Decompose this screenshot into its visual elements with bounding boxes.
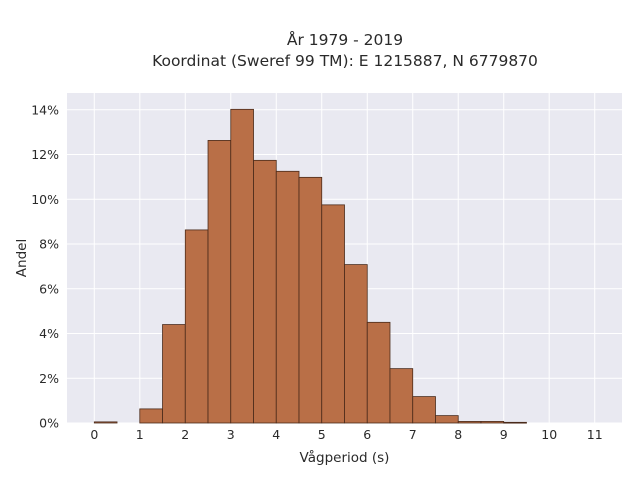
y-tick-label-6: 12% [31, 147, 59, 162]
y-tick-labels: 0% 2% 4% 6% 8% 10% 12% 14% [31, 102, 59, 430]
x-tick-label-6: 6 [363, 427, 371, 442]
x-tick-label-4: 4 [272, 427, 280, 442]
x-axis-label: Vågperiod (s) [300, 449, 390, 466]
x-tick-label-0: 0 [90, 427, 98, 442]
x-tick-labels: 0 1 2 3 4 5 6 7 8 9 10 11 [90, 427, 602, 442]
histogram-bar-10 [321, 204, 345, 424]
x-tick-label-10: 10 [541, 427, 557, 442]
histogram-bar-11 [344, 264, 368, 424]
histogram-bar-6 [230, 108, 254, 424]
histogram-bar-0 [93, 421, 118, 424]
x-tick-label-5: 5 [318, 427, 326, 442]
histogram-bar-12 [366, 321, 391, 424]
x-tick-label-11: 11 [587, 427, 603, 442]
histogram-bars [93, 108, 527, 424]
histogram-bar-3 [162, 324, 186, 424]
histogram-bar-14 [412, 396, 436, 424]
x-tick-label-7: 7 [409, 427, 417, 442]
histogram-bar-17 [480, 421, 505, 424]
x-tick-label-3: 3 [227, 427, 235, 442]
chart-title-line-1: År 1979 - 2019 [287, 30, 403, 49]
x-tick-label-1: 1 [136, 427, 144, 442]
histogram-bar-5 [207, 140, 232, 424]
y-tick-label-3: 6% [39, 281, 59, 296]
histogram-bar-2 [139, 408, 163, 424]
chart-title-line-2: Koordinat (Sweref 99 TM): E 1215887, N 6… [152, 52, 538, 70]
x-tick-label-9: 9 [500, 427, 508, 442]
x-tick-label-2: 2 [181, 427, 189, 442]
histogram-bar-13 [389, 368, 414, 424]
y-tick-label-1: 2% [39, 371, 59, 386]
histogram-bar-15 [435, 415, 459, 424]
y-tick-label-7: 14% [31, 102, 59, 117]
histogram-bar-18 [503, 421, 527, 424]
histogram-bar-9 [298, 176, 323, 424]
y-axis-label: Andel [14, 239, 30, 277]
y-tick-label-0: 0% [39, 416, 59, 431]
histogram-bar-16 [457, 421, 482, 424]
y-tick-label-5: 10% [31, 192, 59, 207]
x-tick-label-8: 8 [454, 427, 462, 442]
histogram-bar-8 [275, 170, 300, 424]
y-tick-label-2: 4% [39, 326, 59, 341]
y-tick-label-4: 8% [39, 237, 59, 252]
histogram-bar-7 [253, 159, 277, 424]
histogram-bar-4 [184, 229, 209, 424]
